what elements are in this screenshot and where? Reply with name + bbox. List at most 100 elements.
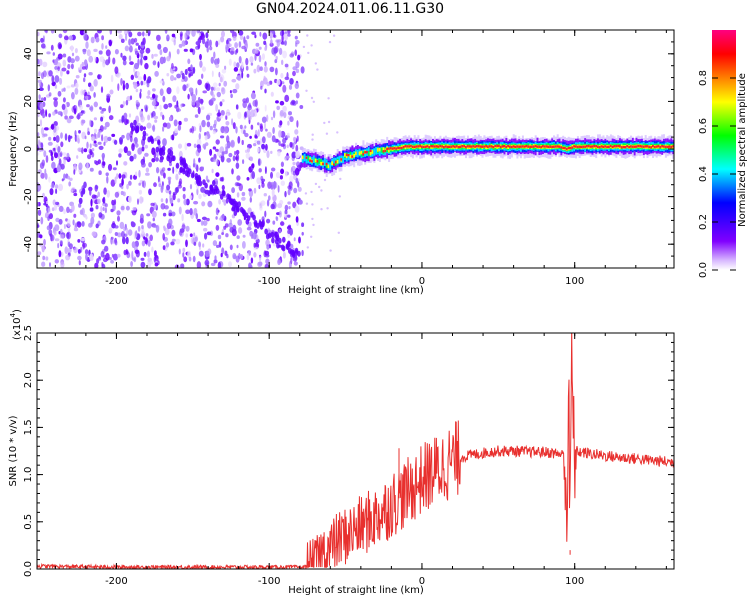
- noise-speck: [278, 228, 282, 234]
- noise-speck: [310, 190, 313, 194]
- noise-speck: [320, 208, 323, 211]
- noise-speck: [58, 218, 63, 225]
- ridge-segment: [450, 145, 453, 148]
- noise-speck: [120, 38, 125, 43]
- ridge-segment: [463, 145, 466, 148]
- ridge-segment: [355, 151, 358, 156]
- noise-speck: [216, 150, 221, 157]
- noise-speck: [111, 133, 116, 137]
- noise-speck: [145, 33, 148, 37]
- noise-speck: [284, 204, 289, 211]
- noise-speck: [219, 101, 223, 107]
- noise-speck: [59, 77, 63, 85]
- noise-speck: [141, 240, 146, 247]
- noise-speck: [131, 143, 135, 152]
- ridge-segment: [655, 145, 658, 148]
- noise-speck: [133, 137, 138, 144]
- noise-speck: [261, 143, 266, 150]
- noise-speck: [172, 166, 175, 174]
- noise-speck: [277, 150, 281, 157]
- ridge-segment: [378, 148, 381, 156]
- noise-speck: [179, 166, 184, 173]
- noise-speck: [278, 210, 282, 218]
- noise-speck: [219, 193, 224, 200]
- noise-speck: [77, 255, 82, 261]
- ridge-segment: [400, 146, 403, 150]
- noise-speck: [234, 182, 240, 187]
- noise-speck: [63, 158, 66, 165]
- noise-speck: [136, 71, 140, 77]
- noise-speck: [272, 181, 278, 189]
- noise-speck: [99, 106, 102, 110]
- noise-speck: [143, 126, 146, 131]
- noise-speck: [183, 76, 188, 82]
- x-tick-label: -200: [105, 576, 128, 587]
- noise-speck: [210, 185, 214, 192]
- noise-speck: [284, 63, 289, 68]
- noise-speck: [40, 37, 44, 43]
- ridge-segment: [333, 163, 336, 166]
- noise-speck: [68, 35, 73, 41]
- noise-speck: [145, 105, 148, 112]
- noise-speck: [220, 110, 225, 116]
- noise-speck: [58, 33, 63, 39]
- noise-speck: [201, 119, 206, 128]
- noise-speck: [201, 216, 207, 221]
- ridge-segment: [488, 145, 491, 148]
- noise-speck: [46, 200, 49, 205]
- noise-speck: [297, 186, 302, 192]
- snr-x-label: Height of straight line (km): [288, 585, 424, 596]
- noise-speck: [104, 207, 107, 214]
- noise-speck: [314, 182, 318, 186]
- noise-speck: [137, 76, 143, 81]
- noise-speck: [253, 219, 258, 226]
- noise-speck: [105, 49, 111, 57]
- noise-speck: [195, 87, 198, 96]
- noise-speck: [184, 68, 188, 76]
- ridge-segment: [481, 145, 484, 148]
- noise-speck: [65, 103, 67, 111]
- noise-speck: [233, 61, 237, 68]
- noise-speck: [114, 176, 117, 185]
- noise-speck: [122, 191, 126, 197]
- noise-speck: [74, 87, 79, 95]
- noise-speck: [284, 190, 287, 198]
- noise-speck: [63, 87, 66, 92]
- noise-speck: [287, 229, 291, 234]
- noise-speck: [87, 91, 90, 96]
- ridge-segment: [325, 163, 328, 169]
- noise-speck: [153, 53, 158, 57]
- noise-speck: [226, 113, 229, 117]
- noise-speck: [120, 52, 123, 58]
- noise-speck: [316, 68, 319, 71]
- noise-speck: [171, 229, 176, 237]
- noise-speck: [162, 212, 167, 217]
- noise-speck: [125, 33, 128, 41]
- noise-speck: [153, 182, 157, 188]
- noise-speck: [250, 257, 254, 264]
- noise-speck: [150, 202, 155, 206]
- noise-speck: [104, 121, 110, 128]
- noise-speck: [245, 152, 251, 159]
- noise-speck: [320, 189, 323, 192]
- noise-speck: [106, 190, 111, 198]
- scale-prefix: (x10: [12, 317, 23, 340]
- noise-speck: [119, 137, 123, 144]
- noise-speck: [230, 30, 235, 34]
- noise-speck: [210, 86, 214, 91]
- noise-speck: [264, 88, 267, 94]
- snr-y-ticks: 0.0 0.5 1.0 1.5 2.0 2.5: [23, 325, 674, 577]
- noise-speck: [292, 136, 297, 142]
- noise-speck: [169, 162, 172, 167]
- noise-speck: [156, 167, 160, 174]
- ridge-segment: [620, 146, 623, 149]
- noise-speck: [146, 250, 150, 258]
- ridge-segment: [395, 147, 398, 150]
- noise-speck: [259, 255, 262, 262]
- noise-speck: [105, 172, 109, 176]
- noise-speck: [40, 216, 44, 225]
- noise-speck: [289, 53, 295, 58]
- noise-speck: [175, 173, 179, 181]
- noise-speck: [181, 40, 186, 47]
- noise-speck: [62, 53, 67, 58]
